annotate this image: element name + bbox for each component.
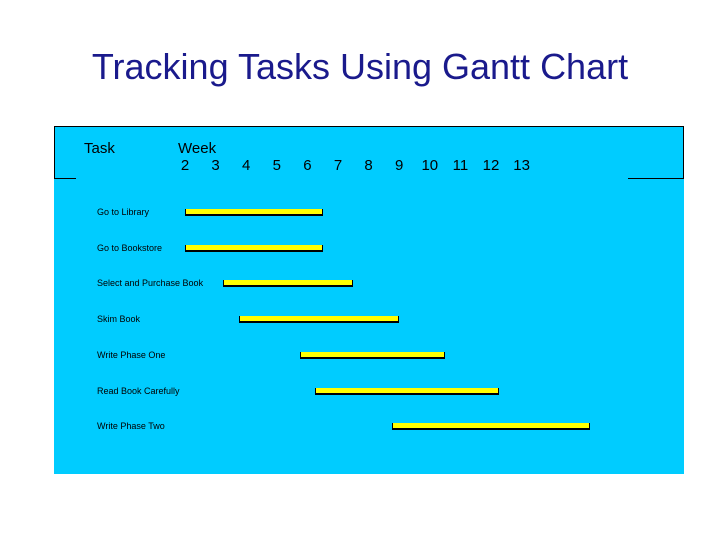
task-column-header: Task: [84, 140, 115, 157]
task-bar: [315, 387, 499, 395]
task-bar: [238, 316, 400, 324]
task-bar: [185, 209, 323, 216]
week-tick-label: 12: [482, 157, 500, 174]
task-label: Write Phase One: [97, 349, 166, 360]
week-tick-label: 7: [333, 157, 343, 174]
header-frame: [54, 126, 684, 179]
week-tick-label: 9: [395, 157, 404, 174]
task-label: Select and Purchase Book: [97, 278, 204, 289]
task-label: Read Book Carefully: [97, 385, 180, 396]
week-column-header: Week: [178, 140, 217, 157]
week-tick-label: 3: [211, 157, 220, 174]
week-tick-label: 10: [421, 157, 439, 174]
week-tick-label: 4: [242, 157, 251, 174]
header-underline-right: [628, 178, 684, 179]
task-label: Write Phase Two: [97, 421, 165, 432]
week-tick-label: 8: [364, 157, 373, 174]
task-label: Go to Library: [97, 207, 150, 217]
task-label: Go to Bookstore: [97, 242, 163, 253]
header-underline-left: [54, 178, 76, 179]
week-tick-label: 6: [303, 157, 312, 174]
task-bar: [299, 351, 446, 359]
task-label: Skim Book: [97, 314, 141, 325]
task-bar: [223, 280, 354, 288]
gantt-panel: [54, 126, 684, 474]
week-tick-label: 11: [452, 157, 469, 174]
week-tick-label: 2: [180, 157, 190, 174]
task-bar: [185, 244, 323, 252]
slide-title: Tracking Tasks Using Gantt Chart: [91, 46, 629, 87]
task-bar: [391, 423, 591, 431]
week-tick-label: 5: [272, 157, 281, 174]
week-tick-label: 13: [513, 157, 530, 174]
